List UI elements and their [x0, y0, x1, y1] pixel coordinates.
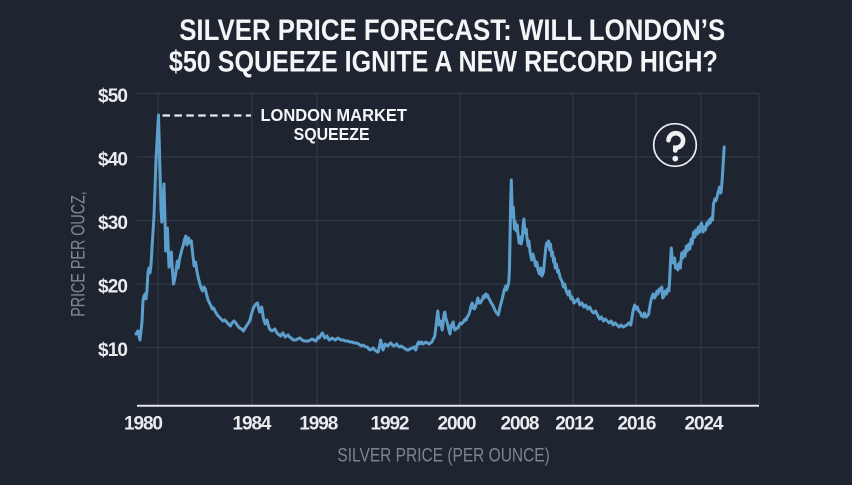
svg-text:1984: 1984	[233, 414, 272, 435]
svg-text:2012: 2012	[555, 414, 594, 435]
svg-text:2016: 2016	[618, 414, 657, 435]
svg-text:SQUEEZE: SQUEEZE	[294, 124, 370, 144]
svg-text:$50 SQUEEZE IGNITE A NEW RECOR: $50 SQUEEZE IGNITE A NEW RECORD HIGH?	[169, 46, 718, 79]
svg-text:2008: 2008	[501, 414, 540, 435]
svg-text:SILVER PRICE FORECAST: WILL LO: SILVER PRICE FORECAST: WILL LONDON’S	[179, 14, 725, 47]
svg-text:PRICE PER OUCZ,: PRICE PER OUCZ,	[69, 191, 90, 317]
svg-text:$30: $30	[98, 213, 128, 234]
svg-text:LONDON MARKET: LONDON MARKET	[260, 105, 407, 125]
svg-text:1998: 1998	[299, 414, 338, 435]
svg-text:2024: 2024	[685, 414, 724, 435]
svg-text:1992: 1992	[371, 414, 410, 435]
svg-text:$20: $20	[98, 277, 128, 298]
svg-text:1980: 1980	[124, 414, 163, 435]
svg-text:$40: $40	[98, 150, 128, 171]
svg-text:$10: $10	[98, 340, 128, 361]
svg-text:2000: 2000	[438, 414, 477, 435]
svg-text:SILVER PRICE (PER OUNCE): SILVER PRICE (PER OUNCE)	[337, 446, 549, 467]
svg-text:$50: $50	[98, 86, 128, 107]
